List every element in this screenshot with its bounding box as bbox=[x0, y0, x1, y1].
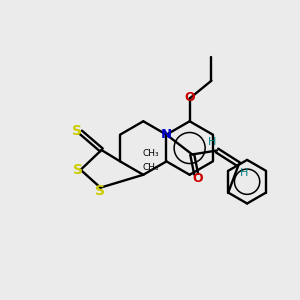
Text: S: S bbox=[72, 124, 82, 138]
Text: O: O bbox=[184, 91, 195, 104]
Text: S: S bbox=[95, 184, 106, 198]
Text: CH₃: CH₃ bbox=[142, 149, 159, 158]
Text: H: H bbox=[208, 136, 216, 147]
Text: CH₃: CH₃ bbox=[142, 163, 159, 172]
Text: N: N bbox=[161, 128, 172, 141]
Text: S: S bbox=[73, 163, 83, 177]
Text: O: O bbox=[193, 172, 203, 185]
Text: H: H bbox=[240, 168, 248, 178]
